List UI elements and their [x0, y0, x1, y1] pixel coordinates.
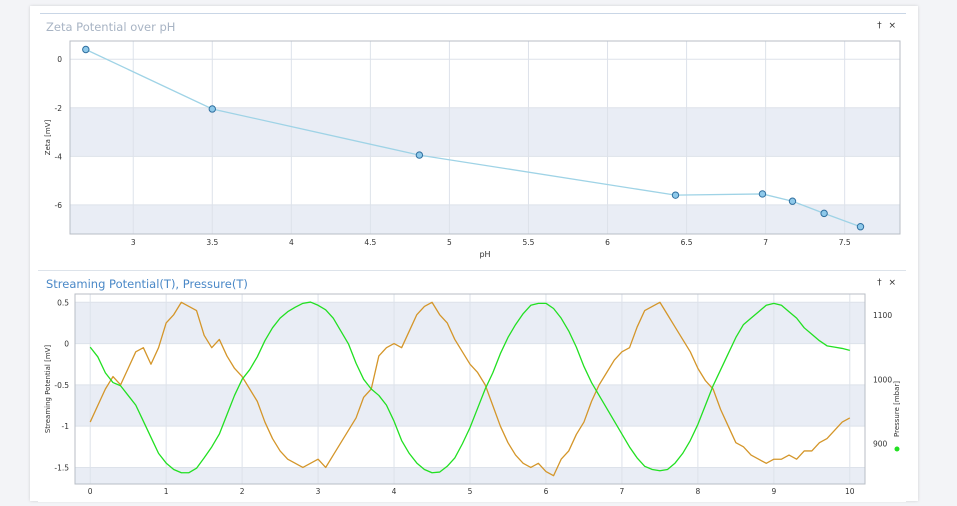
data-point [82, 45, 90, 54]
x-tick-label: 3 [131, 238, 136, 247]
plot-frame [69, 40, 901, 235]
x-tick-label: 5 [447, 238, 452, 247]
series-line [85, 48, 861, 228]
plot-frame [74, 293, 866, 485]
x-tick-label: 2 [240, 487, 245, 496]
close-icon[interactable]: × [888, 278, 896, 288]
x-tick-label: 3.5 [206, 238, 218, 247]
data-point [671, 191, 680, 199]
y-tick-label: 0 [64, 340, 69, 349]
y-tick-label: -0.5 [54, 381, 69, 390]
y-tick-label: -6 [55, 201, 63, 210]
x-tick-label: 6 [544, 487, 549, 496]
legend-marker [894, 446, 900, 452]
data-point [856, 223, 865, 231]
grid-band [70, 204, 900, 234]
y2-tick-label: 1100 [873, 311, 892, 320]
x-tick-label: 8 [695, 487, 700, 496]
x-tick-label: 10 [845, 487, 855, 496]
y-tick-label: -1 [62, 422, 70, 431]
streaming-chart: 0 1 2 3 4 5 6 7 8 9 10 0.5 0 -0.5 -1 -1.5 1100 1000 900 St… [44, 293, 901, 496]
legend-label: Pressure [mbar] [893, 381, 901, 437]
pin-icon[interactable]: † [877, 21, 882, 31]
x-tick-label: 6.5 [681, 238, 693, 247]
zeta-chart: 3 3.5 4 4.5 5 5.5 6 6.5 7 7.5 0 -2 -4 -6 pH Zeta [mV] [44, 40, 901, 259]
streaming-panel: Streaming Potential(T), Pressure(T) † × … [38, 270, 906, 502]
x-tick-label: 7 [620, 487, 625, 496]
y-tick-label: -2 [55, 104, 63, 113]
data-point [415, 151, 424, 159]
x-tick-label: 5.5 [523, 238, 535, 247]
series-line [89, 301, 851, 477]
x-tick-label: 6 [605, 238, 610, 247]
x-tick-label: 0 [88, 487, 93, 496]
x-tick-label: 4 [289, 238, 294, 247]
x-tick-label: 4 [392, 487, 397, 496]
y-tick-label: 0 [57, 55, 62, 64]
data-point [208, 105, 216, 113]
grid-band [70, 107, 900, 157]
x-tick-label: 5 [468, 487, 473, 496]
y-axis-label: Zeta [mV] [44, 120, 52, 156]
y2-tick-label: 1000 [873, 375, 892, 384]
panel-title: Streaming Potential(T), Pressure(T) [46, 277, 248, 291]
panel-buttons: † × [873, 21, 896, 31]
data-point [758, 190, 767, 198]
x-axis-label: pH [479, 250, 490, 259]
window-top-border [40, 13, 906, 14]
panel-buttons: † × [873, 278, 896, 288]
y-tick-label: -1.5 [54, 463, 69, 472]
x-tick-label: 9 [771, 487, 776, 496]
x-tick-label: 7.5 [839, 238, 851, 247]
data-point [788, 197, 797, 205]
y2-tick-label: 900 [873, 440, 888, 449]
pin-icon[interactable]: † [877, 278, 882, 288]
panel-title: Zeta Potential over pH [46, 20, 176, 34]
x-tick-label: 7 [763, 238, 768, 247]
zeta-panel: Zeta Potential over pH † × 3 3.5 4 4.5 5 5.5 6… [38, 14, 906, 266]
x-tick-label: 3 [316, 487, 321, 496]
y-axis-label: Streaming Potential [mV] [44, 345, 52, 434]
x-tick-label: 1 [164, 487, 169, 496]
data-point [820, 209, 828, 218]
y-tick-label: 0.5 [57, 298, 69, 307]
legend: Pressure [mbar] [893, 381, 901, 452]
series-line [89, 301, 850, 474]
y-tick-label: -4 [55, 152, 63, 161]
x-tick-label: 4.5 [364, 238, 376, 247]
close-icon[interactable]: × [888, 21, 896, 31]
